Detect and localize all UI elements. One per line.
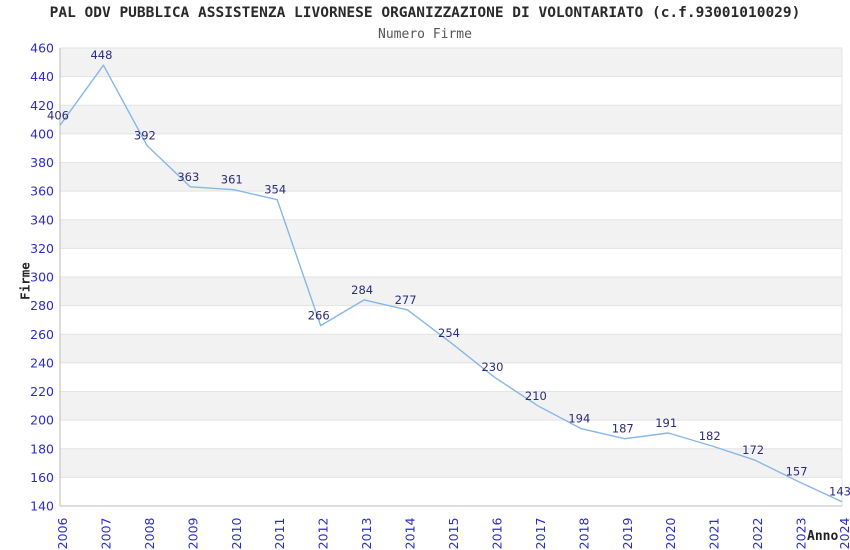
grid-band [60, 248, 842, 277]
x-tick-label: 2022 [750, 518, 765, 550]
grid-band [60, 133, 842, 163]
x-tick-label: 2016 [489, 517, 504, 549]
y-tick-label: 140 [30, 499, 54, 514]
value-label: 191 [655, 416, 677, 430]
value-label: 194 [568, 412, 590, 426]
y-tick-label: 240 [30, 355, 54, 370]
y-tick-label: 440 [30, 69, 54, 84]
x-tick-label: 2012 [316, 518, 331, 550]
grid-band [60, 191, 842, 220]
value-label: 354 [264, 183, 286, 197]
x-tick-label: 2013 [359, 518, 374, 550]
x-tick-label: 2010 [229, 517, 244, 549]
grid-band [60, 105, 842, 134]
grid-band [60, 391, 842, 421]
x-tick-label: 2017 [533, 518, 548, 550]
grid-band [60, 305, 842, 335]
x-tick-label: 2009 [185, 517, 200, 549]
y-tick-label: 360 [30, 184, 54, 199]
value-label: 361 [221, 173, 243, 187]
x-tick-label: 2024 [837, 517, 850, 549]
value-label: 230 [481, 360, 503, 374]
y-tick-label: 280 [30, 298, 54, 313]
y-tick-label: 180 [30, 441, 54, 456]
y-axis-title: Firme [17, 262, 33, 300]
y-tick-label: 200 [30, 413, 54, 428]
value-label: 448 [90, 48, 112, 62]
x-tick-label: 2014 [403, 517, 418, 549]
value-label: 363 [177, 170, 199, 184]
grid-band [60, 48, 842, 77]
y-tick-label: 160 [30, 470, 54, 485]
value-label: 277 [395, 293, 417, 307]
y-tick-label: 340 [30, 212, 54, 227]
x-axis-title: Anno [807, 529, 839, 544]
chart-subtitle: Numero Firme [378, 27, 472, 42]
x-tick-label: 2023 [794, 518, 809, 550]
value-label: 254 [438, 326, 460, 340]
x-tick-label: 2007 [98, 518, 113, 550]
y-tick-label: 460 [30, 41, 54, 56]
grid-band [60, 362, 842, 392]
value-label: 143 [829, 485, 850, 499]
grid-band [60, 477, 842, 506]
grid-band [60, 277, 842, 306]
value-label: 187 [612, 422, 634, 436]
y-tick-label: 380 [30, 155, 54, 170]
x-tick-label: 2008 [142, 517, 157, 549]
x-tick-label: 2018 [576, 517, 591, 549]
x-tick-label: 2020 [663, 517, 678, 549]
x-tick-label: 2015 [446, 518, 461, 550]
x-tick-label: 2019 [620, 517, 635, 549]
y-tick-label: 260 [30, 327, 54, 342]
y-tick-label: 300 [30, 270, 54, 285]
value-label: 392 [134, 128, 156, 142]
value-label: 266 [308, 309, 330, 323]
y-tick-label: 220 [30, 384, 54, 399]
x-tick-label: 2006 [55, 517, 70, 549]
grid-band [60, 420, 842, 449]
value-label: 284 [351, 283, 373, 297]
value-label: 210 [525, 389, 547, 403]
data-line [59, 64, 843, 503]
y-tick-label: 320 [30, 241, 54, 256]
grid-band [60, 219, 842, 249]
y-tick-label: 420 [30, 98, 54, 113]
value-label: 157 [786, 465, 808, 479]
value-label: 172 [742, 443, 764, 457]
y-tick-label: 400 [30, 126, 54, 141]
value-label: 182 [699, 429, 721, 443]
grid-band [60, 76, 842, 106]
x-tick-label: 2021 [707, 518, 722, 550]
grid-band [60, 334, 842, 363]
grid-band [60, 448, 842, 478]
value-label: 406 [47, 108, 69, 122]
chart-title: PAL ODV PUBBLICA ASSISTENZA LIVORNESE OR… [49, 5, 801, 21]
x-tick-label: 2011 [272, 518, 287, 550]
